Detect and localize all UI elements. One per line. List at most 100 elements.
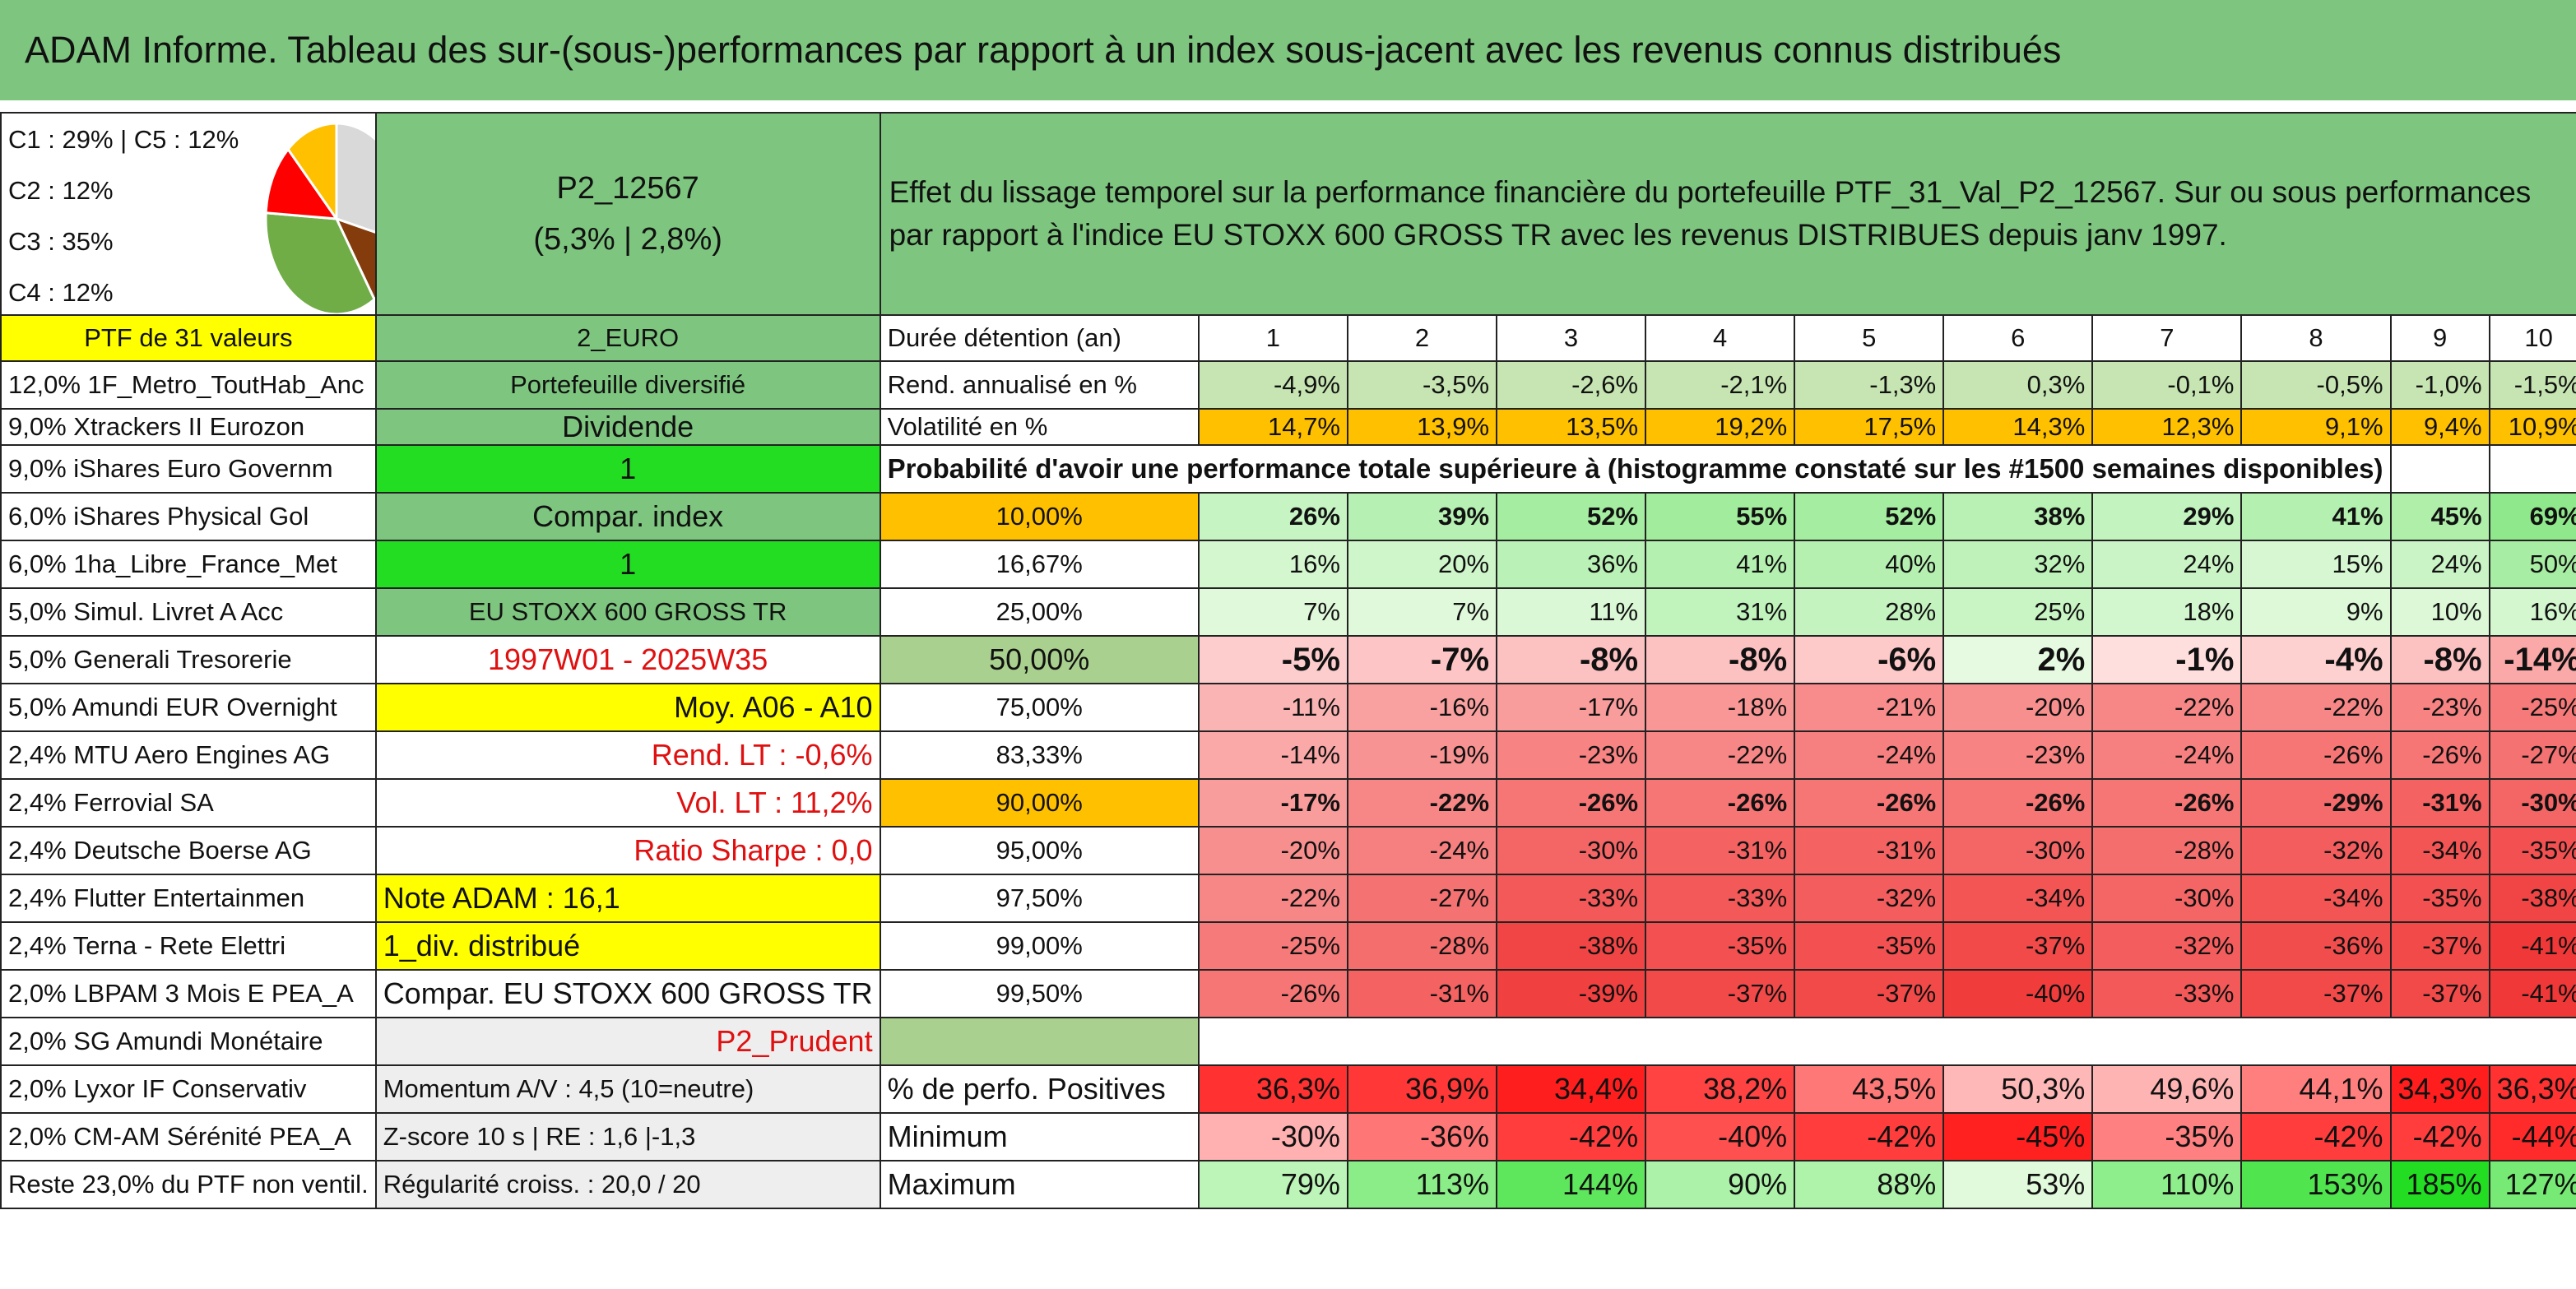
- legend-item: C2 : 12%: [8, 176, 114, 205]
- probability-value: -21%: [1794, 683, 1945, 732]
- grid-row: 12,0% 1F_Metro_ToutHab_Anc Portefeuille d…: [0, 360, 2576, 410]
- param-cell: Rend. LT : -0,6%: [374, 730, 881, 780]
- probability-value: -28%: [1346, 921, 1498, 971]
- report-grid: C1 : 29% | C5 : 12% C2 : 12% C3 : 35% C4 : …: [0, 112, 2576, 1209]
- probability-value: 9%: [2240, 587, 2392, 637]
- probability-value: -37%: [1794, 969, 1945, 1018]
- grid-row: 9,0% Xtrackers II Eurozon Dividende Volati…: [0, 408, 2576, 446]
- param-cell: 1: [374, 540, 881, 589]
- probability-value: 7%: [1346, 587, 1498, 637]
- holding-item: 5,0% Generali Tresorerie: [0, 635, 377, 684]
- stat-label: % de perfo. Positives: [879, 1064, 1200, 1114]
- probability-level: 83,33%: [879, 730, 1200, 780]
- probability-value: -40%: [1942, 969, 2094, 1018]
- holding-item: 5,0% Amundi EUR Overnight: [0, 683, 377, 732]
- probability-value: -1%: [2091, 635, 2243, 684]
- minimum-value: -42%: [2389, 1112, 2490, 1161]
- probability-value: -24%: [2091, 730, 2243, 780]
- maximum-value: 88%: [1794, 1160, 1945, 1209]
- probability-value: 50%: [2488, 540, 2576, 589]
- grid-row: 2,0% Lyxor IF Conservativ Momentum A/V : …: [0, 1064, 2576, 1114]
- maximum-value: 53%: [1942, 1160, 2094, 1209]
- param-cell: 1: [374, 444, 881, 494]
- holding-item: 2,0% LBPAM 3 Mois E PEA_A: [0, 969, 377, 1018]
- year-header: 7: [2091, 314, 2243, 362]
- grid-row: 6,0% 1ha_Libre_France_Met 1 16,67% 16% 20% 36…: [0, 540, 2576, 589]
- maximum-value: 144%: [1496, 1160, 1647, 1209]
- probability-value: 16%: [1197, 540, 1348, 589]
- grid-row: 2,0% SG Amundi Monétaire P2_Prudent: [0, 1017, 2576, 1066]
- year-header: 4: [1645, 314, 1796, 362]
- pie-slice: [286, 122, 338, 223]
- probability-value: -36%: [2240, 921, 2392, 971]
- probability-value: -6%: [1794, 635, 1945, 684]
- holding-item: 2,4% Ferrovial SA: [0, 778, 377, 828]
- annual-return-value: 0,3%: [1942, 360, 2094, 410]
- probability-value: -26%: [1942, 778, 2094, 828]
- probability-value: -22%: [1645, 730, 1796, 780]
- annual-return-label: Rend. annualisé en %: [879, 360, 1200, 410]
- volatility-value: 12,3%: [2091, 408, 2243, 446]
- probability-value: -23%: [2389, 683, 2490, 732]
- portfolio-code: P2_12567: [556, 171, 699, 206]
- holding-item: 2,4% MTU Aero Engines AG: [0, 730, 377, 780]
- probability-value: 31%: [1645, 587, 1796, 637]
- probability-value: 29%: [2091, 492, 2243, 541]
- probability-value: 39%: [1346, 492, 1498, 541]
- volatility-value: 10,9%: [2488, 408, 2576, 446]
- holdings-header: PTF de 31 valeurs: [0, 314, 377, 362]
- probability-level: 95,00%: [879, 826, 1200, 875]
- probability-value: -20%: [1197, 826, 1348, 875]
- probability-value: -35%: [2488, 826, 2576, 875]
- holding-item: 6,0% iShares Physical Gol: [0, 492, 377, 541]
- probability-value: -28%: [2091, 826, 2243, 875]
- stat-label: Minimum: [879, 1112, 1200, 1161]
- legend-item: C3 : 35%: [8, 227, 114, 256]
- maximum-value: 110%: [2091, 1160, 2243, 1209]
- probability-value: -17%: [1496, 683, 1647, 732]
- volatility-value: 14,3%: [1942, 408, 2094, 446]
- probability-value: -37%: [2240, 969, 2392, 1018]
- probability-value: -32%: [1794, 874, 1945, 923]
- param-cell: Z-score 10 s | RE : 1,6 |-1,3: [374, 1112, 881, 1161]
- annual-return-value: -1,0%: [2389, 360, 2490, 410]
- probability-caption: Probabilité d'avoir une performance tota…: [879, 444, 2392, 494]
- minimum-value: -45%: [1942, 1112, 2094, 1161]
- probability-value: -24%: [1794, 730, 1945, 780]
- probability-value: 40%: [1794, 540, 1945, 589]
- probability-value: 20%: [1346, 540, 1498, 589]
- probability-value: -26%: [1645, 778, 1796, 828]
- annual-return-value: -4,9%: [1197, 360, 1348, 410]
- param-cell: Régularité croiss. : 20,0 / 20: [374, 1160, 881, 1209]
- grid-row: 5,0% Amundi EUR Overnight Moy. A06 - A10 7…: [0, 683, 2576, 732]
- probability-value: -8%: [1645, 635, 1796, 684]
- probability-level: 90,00%: [879, 778, 1200, 828]
- probability-level: 16,67%: [879, 540, 1200, 589]
- pct-positive-value: 36,3%: [2488, 1064, 2576, 1114]
- year-header: 10: [2488, 314, 2576, 362]
- probability-value: -16%: [1346, 683, 1498, 732]
- param-cell: Momentum A/V : 4,5 (10=neutre): [374, 1064, 881, 1114]
- probability-value: 52%: [1496, 492, 1647, 541]
- probability-value: -30%: [2091, 874, 2243, 923]
- probability-value: -35%: [1645, 921, 1796, 971]
- probability-value: -34%: [2240, 874, 2392, 923]
- grid-row: 9,0% iShares Euro Governm 1 Probabilité d'…: [0, 444, 2576, 494]
- annual-return-value: -2,6%: [1496, 360, 1647, 410]
- maximum-value: 127%: [2488, 1160, 2576, 1209]
- annual-return-value: -0,1%: [2091, 360, 2243, 410]
- probability-value: -4%: [2240, 635, 2392, 684]
- param-cell: Compar. EU STOXX 600 GROSS TR: [374, 969, 881, 1018]
- blank-area: [1198, 1018, 2576, 1065]
- probability-value: -8%: [2389, 635, 2490, 684]
- holding-item: 6,0% 1ha_Libre_France_Met: [0, 540, 377, 589]
- holding-item: 2,0% CM-AM Sérénité PEA_A: [0, 1112, 377, 1161]
- grid-row: PTF de 31 valeurs 2_EURO Durée détention (…: [0, 314, 2576, 362]
- param-cell: Compar. index: [374, 492, 881, 541]
- probability-value: -38%: [2488, 874, 2576, 923]
- param-cell: Note ADAM : 16,1: [374, 874, 881, 923]
- minimum-value: -40%: [1645, 1112, 1796, 1161]
- grid-row: 2,0% CM-AM Sérénité PEA_A Z-score 10 s | …: [0, 1112, 2576, 1161]
- holding-item: 2,4% Flutter Entertainmen: [0, 874, 377, 923]
- grid-row: 6,0% iShares Physical Gol Compar. index 10…: [0, 492, 2576, 541]
